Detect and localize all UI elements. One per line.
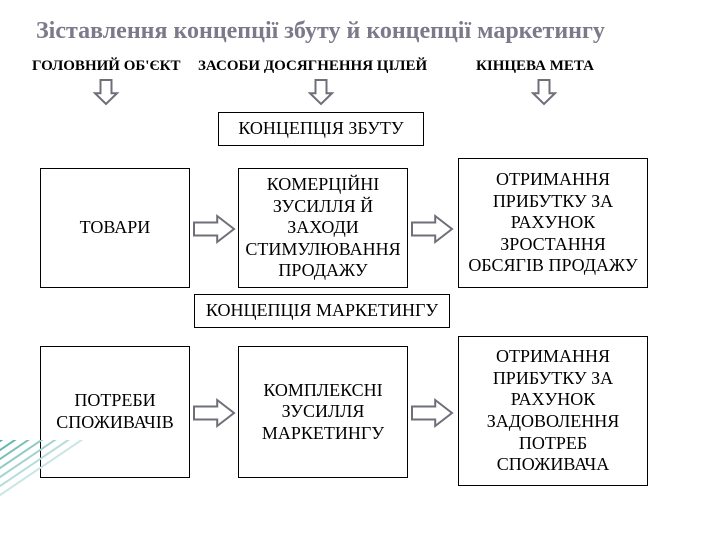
box-profit-volume: ОТРИМАННЯ ПРИБУТКУ ЗА РАХУНОК ЗРОСТАННЯ … [458, 158, 648, 288]
down-arrow-icon [533, 80, 555, 104]
column-header-object: ГОЛОВНИЙ ОБ'ЄКТ [32, 58, 181, 75]
box-marketing-efforts: КОМПЛЕКСНІ ЗУСИЛЛЯ МАРКЕТИНГУ [238, 346, 408, 478]
section-label-marketing: КОНЦЕПЦІЯ МАРКЕТИНГУ [194, 294, 450, 328]
box-commercial-efforts: КОМЕРЦІЙНІ ЗУСИЛЛЯ Й ЗАХОДИ СТИМУЛЮВАННЯ… [238, 168, 408, 288]
right-arrow-icon [194, 400, 234, 426]
right-arrow-icon [412, 216, 452, 242]
section-label-sales: КОНЦЕПЦІЯ ЗБУТУ [218, 112, 424, 146]
column-header-goal: КІНЦЕВА МЕТА [476, 58, 594, 75]
down-arrow-icon [95, 80, 117, 104]
right-arrow-icon [412, 400, 452, 426]
corner-decoration [0, 440, 150, 560]
box-goods: ТОВАРИ [40, 168, 190, 288]
page-title: Зіставлення концепції збуту й концепції … [36, 18, 605, 45]
box-profit-satisfaction: ОТРИМАННЯ ПРИБУТКУ ЗА РАХУНОК ЗАДОВОЛЕНН… [458, 336, 648, 486]
down-arrow-icon [310, 80, 332, 104]
right-arrow-icon [194, 216, 234, 242]
column-header-means: ЗАСОБИ ДОСЯГНЕННЯ ЦІЛЕЙ [198, 58, 427, 75]
